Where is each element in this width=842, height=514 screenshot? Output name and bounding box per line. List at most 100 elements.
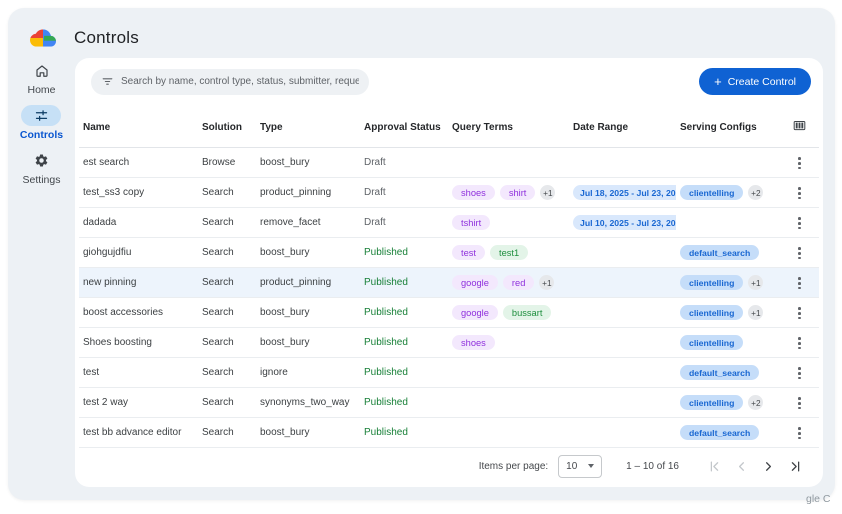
- kebab-menu-icon: [798, 161, 801, 165]
- gear-icon: [35, 154, 48, 167]
- table-row[interactable]: test_ss3 copy Search product_pinning Draft s…: [79, 177, 819, 208]
- table-row[interactable]: new pinning Search product_pinning Publishe…: [79, 267, 819, 298]
- table-row[interactable]: Shoes boosting Search boost_bury Published s…: [79, 327, 819, 358]
- kebab-menu-icon: [798, 307, 801, 310]
- cell-solution: Search: [198, 417, 256, 448]
- cell-actions: [780, 297, 819, 328]
- cell-approval-status: Draft: [360, 207, 448, 238]
- table-row[interactable]: dadada Search remove_facet Draft tshirt Jul 1…: [79, 207, 819, 238]
- row-menu-button[interactable]: [792, 393, 807, 413]
- kebab-menu-icon: [798, 226, 801, 230]
- home-icon: [35, 64, 48, 77]
- first-page-icon: [710, 461, 719, 471]
- cell-actions: [780, 237, 819, 268]
- table-row[interactable]: est search Browse boost_bury Draft: [79, 147, 819, 178]
- table-row[interactable]: boost accessories Search boost_bury Publish…: [79, 297, 819, 328]
- status-badge: Published: [364, 337, 408, 348]
- column-header-name: Name: [79, 108, 198, 148]
- first-page-button: [701, 457, 728, 476]
- kebab-menu-icon: [798, 406, 801, 410]
- sidebar-item-label: Controls: [19, 129, 64, 141]
- cell-solution: Search: [198, 357, 256, 388]
- cell-query-terms: test test1: [448, 237, 569, 268]
- cell-type: ignore: [256, 357, 360, 388]
- cell-type: boost_bury: [256, 327, 360, 358]
- cell-date-range: Jul 10, 2025 - Jul 23, 2025: [569, 207, 676, 238]
- row-menu-button[interactable]: [792, 423, 807, 443]
- last-page-icon: [791, 461, 800, 471]
- create-control-button[interactable]: + Create Control: [699, 68, 811, 95]
- query-term-chip: google: [452, 305, 498, 320]
- cell-type: boost_bury: [256, 417, 360, 448]
- table-row[interactable]: test bb advance editor Search boost_bury Pu…: [79, 417, 819, 448]
- table-body: est search Browse boost_bury Draft test_ss3 …: [79, 147, 819, 448]
- sidebar-item-home[interactable]: Home: [22, 60, 62, 96]
- row-menu-button[interactable]: [792, 183, 807, 203]
- cell-actions: [780, 177, 819, 208]
- pagination-bar: Items per page: 10 1 – 10 of 16: [79, 448, 819, 484]
- controls-table: Name Solution Type Approval Status Query…: [79, 108, 819, 448]
- cell-date-range: [569, 327, 676, 358]
- more-configs-badge: +1: [748, 305, 764, 320]
- row-menu-button[interactable]: [792, 333, 807, 353]
- view-columns-icon[interactable]: [792, 118, 807, 133]
- column-header-serving-configs: Serving Configs: [676, 108, 780, 148]
- query-term-chip: shirt: [499, 185, 536, 200]
- row-menu-button[interactable]: [792, 363, 807, 383]
- sidebar-item-settings[interactable]: Settings: [22, 150, 62, 186]
- table-row[interactable]: test Search ignore Published default_search: [79, 357, 819, 388]
- date-range-chip: Jul 10, 2025 - Jul 23, 2025: [573, 215, 676, 230]
- cell-name: dadada: [79, 207, 198, 238]
- kebab-menu-icon: [798, 371, 801, 375]
- kebab-menu-icon: [798, 281, 801, 285]
- cell-name: Shoes boosting: [79, 327, 198, 358]
- kebab-menu-icon: [798, 247, 801, 250]
- serving-config-chip: clientelling: [680, 275, 744, 290]
- status-badge: Published: [364, 367, 408, 378]
- more-configs-badge: +2: [748, 395, 764, 410]
- watermark-text: gle C: [806, 493, 831, 505]
- cell-type: boost_bury: [256, 147, 360, 178]
- row-menu-button[interactable]: [792, 153, 807, 173]
- row-menu-button[interactable]: [792, 243, 807, 263]
- cell-serving-configs: [676, 147, 780, 178]
- cell-query-terms: shoes shirt +1: [448, 177, 569, 208]
- kebab-menu-icon: [798, 316, 801, 320]
- kebab-menu-icon: [798, 157, 801, 160]
- last-page-button[interactable]: [782, 457, 809, 476]
- serving-config-chip: clientelling: [680, 335, 744, 350]
- kebab-menu-icon: [798, 221, 801, 225]
- row-menu-button[interactable]: [792, 273, 807, 293]
- items-per-page-select[interactable]: 10: [558, 454, 603, 478]
- tune-icon: [35, 110, 48, 121]
- serving-config-chip: clientelling: [680, 395, 744, 410]
- cell-type: synonyms_two_way: [256, 387, 360, 418]
- kebab-menu-icon: [798, 427, 801, 430]
- row-menu-button[interactable]: [792, 213, 807, 233]
- sidebar: Home Controls Settings: [8, 60, 75, 186]
- serving-config-chip: default_search: [680, 245, 760, 260]
- cell-serving-configs: clientelling +2: [676, 177, 780, 208]
- status-badge: Published: [364, 307, 408, 318]
- search-box[interactable]: [91, 68, 369, 95]
- search-input[interactable]: [121, 76, 359, 87]
- cell-approval-status: Published: [360, 417, 448, 448]
- next-page-button[interactable]: [755, 457, 782, 476]
- table-row[interactable]: giohgujdfiu Search boost_bury Published test…: [79, 237, 819, 268]
- table-row[interactable]: test 2 way Search synonyms_two_way Publishe…: [79, 387, 819, 418]
- previous-page-button: [728, 457, 755, 476]
- cell-type: product_pinning: [256, 177, 360, 208]
- sidebar-item-controls[interactable]: Controls: [20, 105, 63, 141]
- chevron-down-icon: [588, 464, 595, 468]
- cell-date-range: [569, 357, 676, 388]
- row-menu-button[interactable]: [792, 303, 807, 323]
- cell-serving-configs: default_search: [676, 357, 780, 388]
- kebab-menu-icon: [798, 401, 801, 405]
- cell-actions: [780, 147, 819, 178]
- query-term-chip: shoes: [452, 185, 495, 200]
- cell-query-terms: [448, 387, 569, 418]
- status-badge: Draft: [364, 157, 386, 168]
- cell-actions: [780, 417, 819, 448]
- cell-query-terms: [448, 417, 569, 448]
- cell-serving-configs: clientelling +2: [676, 387, 780, 418]
